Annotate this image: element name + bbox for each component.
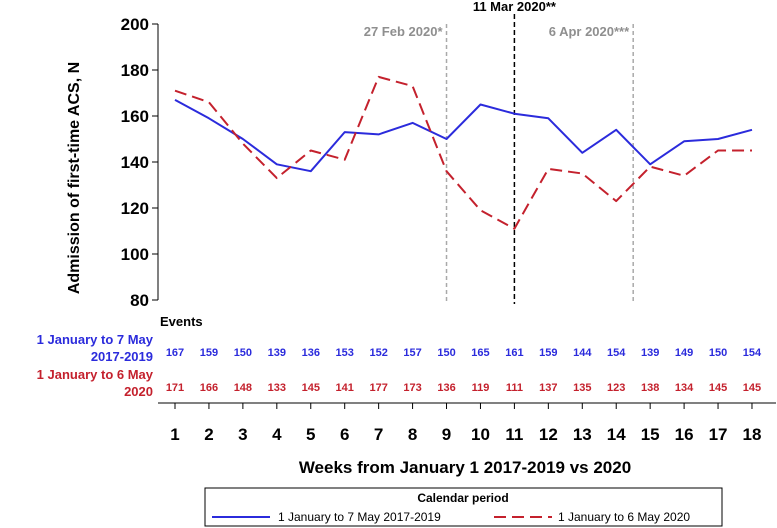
- reference-lines: 27 Feb 2020* 11 Mar 2020** 6 Apr 2020***: [364, 0, 634, 304]
- x-tick-label: 8: [408, 425, 417, 444]
- events-value: 153: [336, 347, 354, 359]
- events-value: 145: [302, 382, 320, 394]
- events-value: 167: [166, 347, 184, 359]
- x-axis-label: Weeks from January 1 2017-2019 vs 2020: [299, 458, 631, 477]
- events-value: 119: [472, 382, 490, 394]
- events-label: Events: [160, 314, 203, 329]
- events-value: 134: [675, 382, 694, 394]
- events-value: 171: [166, 382, 184, 394]
- row-label: 1 January to 6 May: [37, 367, 154, 382]
- events-value: 152: [369, 347, 387, 359]
- events-value: 141: [336, 382, 354, 394]
- legend: Calendar period 1 January to 7 May 2017-2…: [204, 487, 723, 527]
- series-line-2020: [174, 75, 752, 230]
- y-tick-label: 100: [121, 245, 149, 264]
- x-tick-label: 11: [505, 425, 523, 444]
- y-tick-label: 200: [121, 15, 149, 34]
- events-value: 150: [234, 347, 252, 359]
- events-value: 139: [641, 347, 659, 359]
- row-label: 1 January to 7 May: [37, 332, 154, 347]
- series-lines: [174, 75, 753, 230]
- events-value: 144: [573, 347, 592, 359]
- events-value: 154: [743, 347, 762, 359]
- row-label: 2020: [124, 384, 153, 399]
- events-table: Events 1 January to 7 May 2017-2019 167 159 1…: [37, 314, 762, 399]
- x-tick-label: 5: [306, 425, 315, 444]
- x-tick-label: 10: [471, 425, 490, 444]
- events-value: 145: [743, 382, 761, 394]
- events-value: 137: [539, 382, 557, 394]
- events-value: 149: [675, 347, 693, 359]
- series-line-2017-2019: [174, 99, 753, 173]
- legend-box: [204, 487, 723, 527]
- x-tick-label: 18: [743, 425, 762, 444]
- events-value: 154: [607, 347, 626, 359]
- x-tick-label: 16: [675, 425, 694, 444]
- y-tick-label: 80: [130, 291, 149, 310]
- reference-line-label: 6 Apr 2020***: [549, 24, 630, 39]
- events-value: 135: [573, 382, 591, 394]
- legend-label-2020: 1 January to 6 May 2020: [558, 510, 690, 524]
- legend-title: Calendar period: [417, 491, 508, 505]
- x-tick-label: 13: [573, 425, 592, 444]
- events-value: 165: [471, 347, 489, 359]
- x-tick-label: 2: [204, 425, 213, 444]
- row-label: 2017-2019: [91, 349, 153, 364]
- legend-label-2017-2019: 1 January to 7 May 2017-2019: [278, 510, 441, 524]
- events-value: 139: [268, 347, 286, 359]
- events-value: 177: [369, 382, 387, 394]
- x-tick-label: 6: [340, 425, 349, 444]
- events-value: 159: [200, 347, 218, 359]
- events-value: 136: [437, 382, 455, 394]
- reference-line-label: 27 Feb 2020*: [364, 24, 444, 39]
- events-value: 150: [437, 347, 455, 359]
- events-value: 157: [403, 347, 421, 359]
- y-tick-label: 160: [121, 107, 149, 126]
- x-tick-label: 12: [539, 425, 558, 444]
- y-tick-label: 140: [121, 153, 149, 172]
- reference-line-label: 11 Mar 2020**: [473, 0, 557, 14]
- x-tick-label: 3: [238, 425, 247, 444]
- events-value: 159: [539, 347, 557, 359]
- x-tick-label: 7: [374, 425, 383, 444]
- x-tick-label: 4: [272, 425, 282, 444]
- events-value: 123: [607, 382, 625, 394]
- events-value: 145: [709, 382, 727, 394]
- events-value: 136: [302, 347, 320, 359]
- y-tick-label: 180: [121, 61, 149, 80]
- events-value: 133: [268, 382, 286, 394]
- y-axis-label: Admission of first-time ACS, N: [66, 62, 83, 294]
- events-value: 150: [709, 347, 727, 359]
- x-tick-label: 9: [442, 425, 451, 444]
- axes: 80 100 120 140 160 180 200 Admission of first-t…: [66, 15, 159, 310]
- events-value: 148: [234, 382, 252, 394]
- x-tick-label: 1: [170, 425, 179, 444]
- events-value: 138: [641, 382, 659, 394]
- events-value: 161: [505, 347, 523, 359]
- y-tick-label: 120: [121, 199, 149, 218]
- events-value: 166: [200, 382, 218, 394]
- events-value: 111: [506, 382, 523, 394]
- events-value: 173: [403, 382, 421, 394]
- x-tick-label: 17: [709, 425, 728, 444]
- x-tick-label: 15: [641, 425, 660, 444]
- x-tick-label: 14: [607, 425, 626, 444]
